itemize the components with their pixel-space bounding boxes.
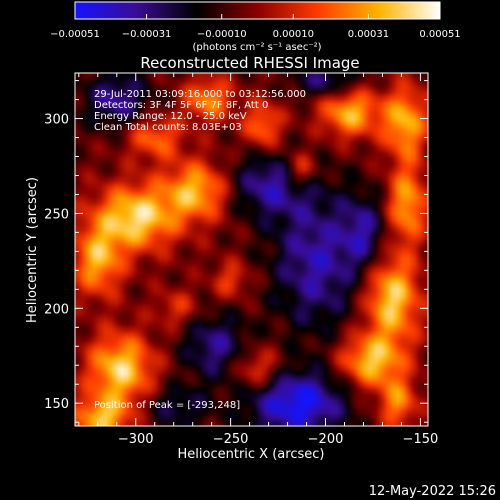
x-tick-label: −250 xyxy=(213,432,249,447)
colorbar-tick-label: 0.00051 xyxy=(419,29,460,40)
y-tick-labels: 150 200 250 300 xyxy=(44,113,69,413)
heatmap-raster xyxy=(75,73,428,426)
colorbar-tick-label: −0.00031 xyxy=(122,29,172,40)
annotation-peak-position: Position of Peak = [-293,248] xyxy=(94,400,240,411)
y-tick-label: 250 xyxy=(44,207,69,222)
plot-frame xyxy=(74,72,429,427)
heatmap-image xyxy=(75,73,428,426)
colorbar-tick-labels: −0.00051 −0.00031 −0.00010 0.00010 0.00031 0.… xyxy=(50,29,461,40)
y-axis-title: Heliocentric Y (arcsec) xyxy=(25,177,40,323)
y-tick-label: 300 xyxy=(44,113,69,128)
colorbar-tick-label: 0.00031 xyxy=(348,29,389,40)
plot-annotations: 29-Jul-2011 03:09:16.000 to 03:12:56.000… xyxy=(94,89,306,411)
colorbar-frame xyxy=(74,1,441,20)
y-tick-label: 200 xyxy=(44,302,69,317)
colorbar-tick-label: −0.00010 xyxy=(197,29,247,40)
annotation-detectors: Detectors: 3F 4F 5F 6F 7F 8F, Att 0 xyxy=(94,100,268,111)
annotation-clean: Clean Total counts: 8.03E+03 xyxy=(94,122,242,133)
colorbar: −0.00051 −0.00031 −0.00010 0.00010 0.00031 0.… xyxy=(50,1,461,53)
y-tick-label: 150 xyxy=(44,397,69,412)
x-axis-title: Heliocentric X (arcsec) xyxy=(178,447,325,462)
x-tick-labels: −300 −250 −200 −150 xyxy=(118,432,438,447)
colorbar-tick-label: 0.00010 xyxy=(273,29,314,40)
axis-ticks xyxy=(75,73,428,426)
chart-title: Reconstructed RHESSI Image xyxy=(140,54,359,72)
colorbar-ticks xyxy=(74,14,441,19)
x-tick-label: −150 xyxy=(403,432,439,447)
annotation-time-range: 29-Jul-2011 03:09:16.000 to 03:12:56.000 xyxy=(94,89,306,100)
footer-datetime: 12-May-2022 15:26 xyxy=(369,484,496,499)
annotation-energy: Energy Range: 12.0 - 25.0 keV xyxy=(94,111,247,122)
colorbar-unit-label: (photons cm⁻² s⁻¹ asec⁻²) xyxy=(192,42,321,53)
colorbar-ramp xyxy=(75,2,440,19)
x-tick-label: −200 xyxy=(308,432,344,447)
colorbar-tick-label: −0.00051 xyxy=(50,29,100,40)
x-tick-label: −300 xyxy=(118,432,154,447)
